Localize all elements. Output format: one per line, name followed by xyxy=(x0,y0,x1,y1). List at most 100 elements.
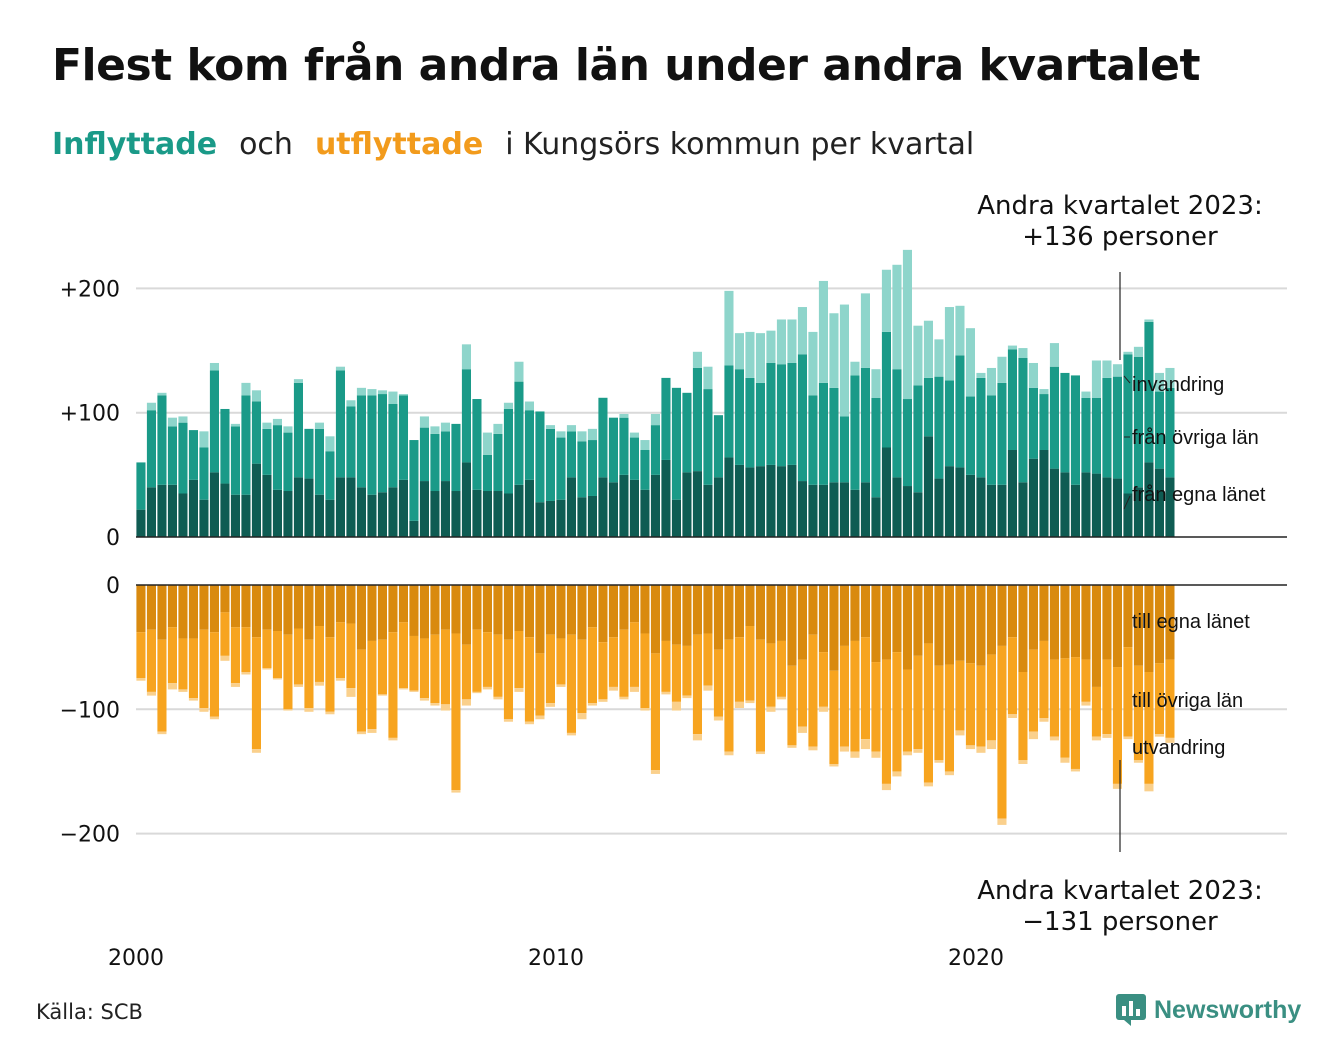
bar-in-ovriga-lan xyxy=(587,440,597,496)
bar-in-invandring xyxy=(797,307,807,355)
bar-in-invandring xyxy=(178,416,188,423)
bar-out-ovriga-lan xyxy=(640,633,650,709)
bar-out-utvandring xyxy=(671,701,681,711)
bar-out-utvandring xyxy=(755,751,765,755)
bar-out-utvandring xyxy=(409,690,419,692)
bar-in-ovriga-lan xyxy=(157,395,167,485)
bar-out-utvandring xyxy=(1102,734,1112,738)
bar-in-egna-lanet xyxy=(640,489,650,537)
bar-out-utvandring xyxy=(892,771,902,777)
bar-in-ovriga-lan xyxy=(598,397,608,478)
bar-out-egna-lanet xyxy=(892,585,902,653)
bar-out-utvandring xyxy=(1091,736,1101,741)
source-note: Källa: SCB xyxy=(36,1000,143,1024)
bar-out-ovriga-lan xyxy=(587,627,597,704)
bar-out-utvandring xyxy=(514,688,524,692)
bar-out-utvandring xyxy=(1018,760,1028,764)
bar-in-ovriga-lan xyxy=(829,387,839,483)
bar-in-egna-lanet xyxy=(272,489,282,537)
bar-out-egna-lanet xyxy=(136,585,146,633)
bar-out-utvandring xyxy=(766,706,776,712)
bar-out-utvandring xyxy=(1060,757,1070,763)
bar-out-utvandring xyxy=(524,721,534,725)
bar-in-egna-lanet xyxy=(157,484,167,537)
bar-in-ovriga-lan xyxy=(839,416,849,483)
bar-out-utvandring xyxy=(923,782,933,787)
bar-out-utvandring xyxy=(997,818,1007,825)
bar-in-egna-lanet xyxy=(1070,484,1080,537)
bar-in-invandring xyxy=(503,402,513,409)
bar-in-egna-lanet xyxy=(367,494,377,537)
bar-in-egna-lanet xyxy=(304,478,314,537)
bar-in-invandring xyxy=(640,440,650,450)
bar-in-egna-lanet xyxy=(461,462,471,537)
bar-in-egna-lanet xyxy=(1154,468,1164,537)
bar-out-egna-lanet xyxy=(1165,585,1175,660)
bar-out-ovriga-lan xyxy=(482,632,492,687)
bar-in-invandring xyxy=(230,423,240,427)
bar-out-utvandring xyxy=(629,686,639,692)
bar-in-egna-lanet xyxy=(398,479,408,537)
bar-out-egna-lanet xyxy=(587,585,597,628)
bar-in-ovriga-lan xyxy=(913,385,923,493)
bar-out-ovriga-lan xyxy=(388,632,398,738)
bottom-annotation-line2: −131 personer xyxy=(1022,907,1218,937)
bar-out-egna-lanet xyxy=(545,585,555,635)
bar-out-ovriga-lan xyxy=(734,637,744,702)
bar-out-egna-lanet xyxy=(251,585,261,638)
bar-out-utvandring xyxy=(472,691,482,694)
bar-out-utvandring xyxy=(1007,714,1017,719)
label-connector xyxy=(1123,495,1131,510)
bar-in-egna-lanet xyxy=(671,499,681,537)
bar-out-egna-lanet xyxy=(272,585,282,631)
bar-out-ovriga-lan xyxy=(692,634,702,735)
bar-in-egna-lanet xyxy=(766,464,776,537)
bar-out-ovriga-lan xyxy=(850,640,860,752)
bar-out-egna-lanet xyxy=(167,585,177,628)
bar-out-utvandring xyxy=(587,703,597,706)
bar-out-egna-lanet xyxy=(608,585,618,638)
bar-in-ovriga-lan xyxy=(818,382,828,485)
bar-in-invandring xyxy=(850,361,860,376)
bar-out-ovriga-lan xyxy=(892,652,902,772)
bar-in-ovriga-lan xyxy=(346,406,356,478)
bar-in-egna-lanet xyxy=(1102,477,1112,537)
bar-in-invandring xyxy=(587,428,597,441)
bar-out-utvandring xyxy=(1039,718,1049,722)
bar-out-egna-lanet xyxy=(482,585,492,633)
bar-in-egna-lanet xyxy=(556,499,566,537)
bar-in-ovriga-lan xyxy=(556,437,566,500)
bar-in-invandring xyxy=(818,280,828,383)
bar-out-egna-lanet xyxy=(640,585,650,634)
bar-in-ovriga-lan xyxy=(314,428,324,495)
bar-in-invandring xyxy=(167,417,177,427)
bar-out-utvandring xyxy=(682,695,692,699)
bar-out-utvandring xyxy=(703,685,713,691)
bar-in-ovriga-lan xyxy=(640,449,650,490)
bar-out-egna-lanet xyxy=(178,585,188,639)
bar-in-egna-lanet xyxy=(881,447,891,537)
bar-in-ovriga-lan xyxy=(608,417,618,483)
bar-out-ovriga-lan xyxy=(167,627,177,684)
bar-in-ovriga-lan xyxy=(136,462,146,510)
bar-out-ovriga-lan xyxy=(1060,658,1070,758)
bar-in-ovriga-lan xyxy=(377,394,387,493)
bar-in-egna-lanet xyxy=(1007,449,1017,537)
bar-in-egna-lanet xyxy=(860,482,870,537)
bar-in-ovriga-lan xyxy=(850,375,860,490)
bar-out-ovriga-lan xyxy=(745,626,755,701)
bar-out-utvandring xyxy=(850,751,860,758)
y-tick-label-top: +100 xyxy=(60,402,120,427)
bar-out-egna-lanet xyxy=(577,585,587,640)
bar-out-egna-lanet xyxy=(797,585,807,660)
bar-in-egna-lanet xyxy=(965,474,975,537)
bar-out-egna-lanet xyxy=(1070,585,1080,658)
bar-in-egna-lanet xyxy=(1112,478,1122,537)
bar-out-utvandring xyxy=(902,751,912,756)
bar-out-utvandring xyxy=(734,701,744,709)
bar-in-ovriga-lan xyxy=(965,396,975,475)
bar-in-invandring xyxy=(241,382,251,396)
bar-out-egna-lanet xyxy=(1007,585,1017,638)
bar-in-ovriga-lan xyxy=(986,395,996,485)
bar-in-invandring xyxy=(293,379,303,383)
